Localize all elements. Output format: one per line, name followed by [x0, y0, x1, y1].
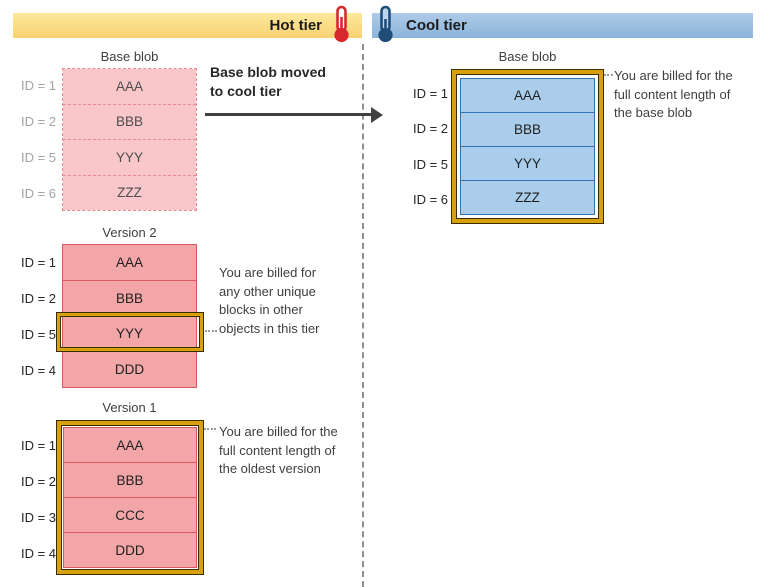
version-2-table: AAA BBB YYY DDD — [62, 244, 197, 388]
note-line: full content length of — [219, 442, 336, 458]
row-id-label: ID = 1 — [20, 437, 56, 453]
unique-block-highlight-box — [56, 312, 204, 352]
block-cell: YYY — [461, 146, 594, 180]
row-id-label: ID = 2 — [20, 114, 56, 130]
row-id-label: ID = 2 — [412, 121, 448, 137]
row-id-label: ID = 2 — [20, 473, 56, 489]
block-cell: AAA — [461, 79, 594, 112]
version-2-note: You are billed for any other unique bloc… — [219, 264, 319, 338]
block-cell: BBB — [64, 462, 196, 497]
version-1-row-labels: ID = 1 ID = 2 ID = 3 ID = 4 — [4, 427, 56, 571]
note-line: any other unique — [219, 283, 316, 299]
version-1-table: AAA BBB CCC DDD — [63, 427, 197, 568]
connector-dots — [205, 330, 217, 332]
block-cell: DDD — [63, 351, 196, 387]
note-line: blocks in other — [219, 302, 303, 317]
version-1-note: You are billed for the full content leng… — [219, 423, 338, 479]
cool-base-blob-title: Base blob — [498, 49, 557, 64]
note-line: You are billed for — [219, 265, 317, 280]
connector-dots — [204, 428, 216, 430]
move-arrow-line — [205, 113, 372, 116]
note-line: the base blob — [614, 105, 693, 120]
version-2-row-labels: ID = 1 ID = 2 ID = 5 ID = 4 — [4, 244, 56, 388]
oldest-version-highlight-box: AAA BBB CCC DDD — [56, 420, 204, 575]
move-arrow-head — [371, 107, 383, 123]
note-line: the oldest version — [219, 461, 321, 476]
arrow-caption-line: to cool tier — [210, 83, 282, 99]
version-2-title: Version 2 — [102, 225, 157, 240]
block-cell: AAA — [63, 69, 196, 104]
row-id-label: ID = 4 — [20, 362, 56, 378]
cool-base-blob-table: AAA BBB YYY ZZZ — [460, 78, 595, 215]
hot-base-blob-title: Base blob — [100, 49, 159, 64]
row-id-label: ID = 5 — [20, 149, 56, 165]
block-cell: BBB — [63, 279, 196, 316]
note-line: You are billed for the — [219, 424, 338, 439]
row-id-label: ID = 3 — [20, 509, 56, 525]
block-cell: DDD — [64, 532, 196, 567]
hot-base-blob-table: AAA BBB YYY ZZZ — [62, 68, 197, 211]
row-id-label: ID = 6 — [412, 191, 448, 207]
block-cell: AAA — [64, 428, 196, 462]
hot-tier-label: Hot tier — [269, 17, 323, 34]
block-cell: ZZZ — [63, 174, 196, 210]
arrow-caption-line: Base blob moved — [210, 64, 326, 80]
version-1-title: Version 1 — [102, 400, 157, 415]
block-cell: BBB — [63, 103, 196, 139]
arrow-caption: Base blob moved to cool tier — [210, 63, 326, 101]
hot-tier-header: Hot tier — [13, 13, 362, 38]
row-id-label: ID = 1 — [412, 86, 448, 102]
hot-base-blob-row-labels: ID = 1 ID = 2 ID = 5 ID = 6 — [4, 68, 56, 211]
thermometer-hot-icon — [329, 5, 354, 48]
row-id-label: ID = 1 — [20, 78, 56, 94]
cool-base-blob-highlight-box: AAA BBB YYY ZZZ — [451, 69, 604, 224]
block-cell: AAA — [63, 245, 196, 280]
tier-divider-line — [362, 44, 364, 587]
row-id-label: ID = 5 — [412, 156, 448, 172]
note-line: full content length of — [614, 86, 731, 102]
cool-tier-label: Cool tier — [406, 17, 467, 34]
block-cell: YYY — [63, 139, 196, 175]
thermometer-cool-icon — [373, 5, 398, 48]
row-id-label: ID = 1 — [20, 254, 56, 270]
row-id-label: ID = 5 — [20, 326, 56, 342]
note-line: You are billed for the — [614, 68, 733, 83]
block-cell: CCC — [64, 497, 196, 532]
row-id-label: ID = 6 — [20, 185, 56, 201]
block-cell: BBB — [461, 112, 594, 146]
cool-base-blob-note: You are billed for the full content leng… — [614, 67, 733, 123]
cool-tier-header: Cool tier — [372, 13, 753, 38]
cool-base-blob-row-labels: ID = 1 ID = 2 ID = 5 ID = 6 — [398, 76, 448, 217]
note-line: objects in this tier — [219, 320, 320, 336]
block-cell: ZZZ — [461, 180, 594, 214]
connector-dots — [604, 74, 613, 76]
row-id-label: ID = 2 — [20, 290, 56, 306]
row-id-label: ID = 4 — [20, 545, 56, 561]
